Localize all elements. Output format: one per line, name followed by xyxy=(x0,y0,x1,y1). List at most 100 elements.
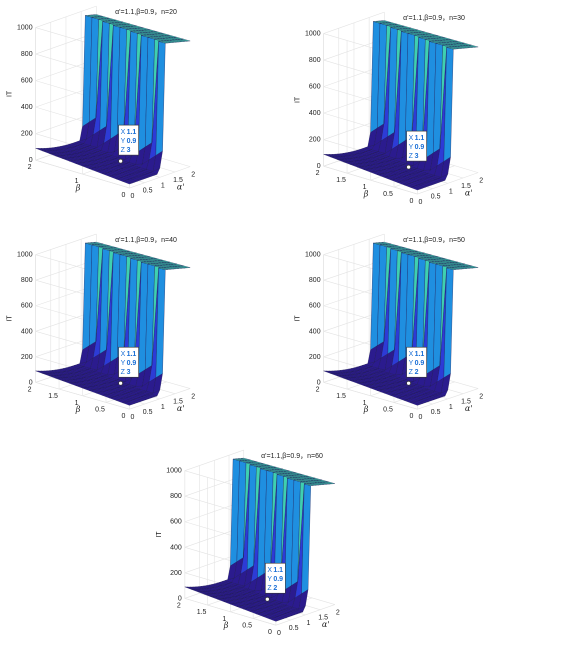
y-tick-label: 0 xyxy=(409,413,413,420)
data-tip-key: Z xyxy=(267,585,272,592)
data-tip-value: 1.1 xyxy=(127,351,137,358)
z-tick-label: 400 xyxy=(21,104,33,111)
y-tick-label: 2 xyxy=(177,602,181,609)
z-tick-label: 800 xyxy=(21,51,33,58)
x-tick-label: 0 xyxy=(277,630,281,637)
x-tick-label: 0.5 xyxy=(431,409,441,416)
z-axis-label: IT xyxy=(156,531,163,538)
chart-title: α'=1.1,β=0.9，n=20 xyxy=(115,9,177,16)
data-tip-value: 1.1 xyxy=(415,135,425,142)
x-tick-label: 2 xyxy=(191,394,195,401)
data-tip: X 1.1Y 0.9Z 3 xyxy=(118,346,139,386)
z-tick-label: 0 xyxy=(317,379,321,386)
z-tick-label: 200 xyxy=(21,131,33,138)
data-tip-key: Z xyxy=(409,369,414,376)
data-tip-key: Y xyxy=(409,360,414,367)
data-tip-key: X xyxy=(409,135,414,142)
y-tick-label: 0.5 xyxy=(95,406,105,413)
x-axis-label: α' xyxy=(177,183,185,192)
y-tick-label: 1 xyxy=(222,616,226,623)
z-tick-label: 200 xyxy=(21,354,33,361)
data-tip-key: Z xyxy=(121,147,126,154)
data-tip: X 1.1Y 0.9Z 3 xyxy=(118,124,139,164)
data-tip: X 1.1Y 0.9Z 2 xyxy=(264,562,286,602)
z-tick-label: 800 xyxy=(309,57,321,64)
y-tick-label: 0.5 xyxy=(383,191,393,198)
data-tip-key: Y xyxy=(267,576,272,583)
surface xyxy=(184,457,335,622)
x-axis-label: α' xyxy=(465,404,473,413)
surface-panel: α'=1.1,β=0.9，n=60 0 0.5 1 1.5 2 0 0.5 1 1.5 2 0 200 4… xyxy=(156,448,426,654)
data-tip-value: 0.9 xyxy=(127,138,137,145)
x-tick-label: 2 xyxy=(336,610,340,617)
z-tick-label: 800 xyxy=(309,277,321,284)
x-tick-label: 0.5 xyxy=(143,188,153,195)
y-tick-label: 0 xyxy=(121,413,125,420)
z-tick-label: 800 xyxy=(170,493,182,500)
data-tip-key: Y xyxy=(121,138,126,145)
data-tip-key: X xyxy=(409,351,414,358)
z-tick-label: 400 xyxy=(170,544,182,551)
surface-panel: α'=1.1,β=0.9，n=50 0 0.5 1 1.5 2 0 0.5 1 1.5 2 0 200 4… xyxy=(295,232,572,438)
data-tip-value: 1.1 xyxy=(415,351,425,358)
data-tip-value: 2 xyxy=(415,369,419,376)
x-tick-label: 2 xyxy=(479,394,483,401)
x-tick-label: 1 xyxy=(449,188,453,195)
x-tick-label: 1.5 xyxy=(461,399,471,406)
data-tip-key: X xyxy=(267,567,272,574)
z-tick-label: 200 xyxy=(309,137,321,144)
y-axis-label: β xyxy=(75,184,81,193)
x-tick-label: 1 xyxy=(449,404,453,411)
y-tick-label: 2 xyxy=(28,386,32,393)
y-tick-label: 1.5 xyxy=(197,609,207,616)
data-tip-key: X xyxy=(121,351,126,358)
x-tick-label: 0 xyxy=(418,199,422,206)
y-tick-label: 0 xyxy=(121,192,125,199)
y-tick-label: 1 xyxy=(363,184,367,191)
z-tick-label: 400 xyxy=(21,328,33,335)
y-tick-label: 1.5 xyxy=(336,177,346,184)
y-tick-label: 0.5 xyxy=(383,406,393,413)
z-tick-label: 600 xyxy=(21,303,33,310)
z-tick-label: 1000 xyxy=(17,252,33,259)
surface xyxy=(323,20,479,191)
data-tip: X 1.1Y 0.9Z 2 xyxy=(406,346,427,386)
surface-plot: α'=1.1,β=0.9，n=6000.511.5200.511.5202004… xyxy=(156,449,340,637)
z-tick-label: 600 xyxy=(309,84,321,91)
z-tick-label: 800 xyxy=(21,277,33,284)
y-axis-label: β xyxy=(363,405,369,414)
surface-plot: α'=1.1,β=0.9，n=3000.511.5200.511.5202004… xyxy=(295,11,483,206)
x-tick-label: 0 xyxy=(418,414,422,421)
z-axis-label: IT xyxy=(7,90,14,97)
surface xyxy=(35,241,191,406)
z-tick-label: 1000 xyxy=(166,468,182,475)
data-tip-value: 1.1 xyxy=(127,129,137,136)
y-tick-label: 2 xyxy=(28,164,32,171)
surface-plot: α'=1.1,β=0.9，n=2000.511.5201202004006008… xyxy=(7,5,195,200)
x-tick-label: 1.5 xyxy=(173,399,183,406)
data-tip-value: 3 xyxy=(127,147,131,154)
surface-plot: α'=1.1,β=0.9，n=4000.511.5200.511.5202004… xyxy=(7,233,195,421)
x-tick-label: 1 xyxy=(161,182,165,189)
chart-title: α'=1.1,β=0.9，n=40 xyxy=(115,237,177,244)
z-tick-label: 0 xyxy=(29,157,33,164)
x-tick-label: 1.5 xyxy=(173,177,183,184)
x-tick-label: 1 xyxy=(161,404,165,411)
y-axis-label: β xyxy=(363,190,369,199)
data-tip-value: 0.9 xyxy=(273,576,283,583)
data-tip-value: 3 xyxy=(127,369,131,376)
x-tick-label: 0 xyxy=(130,193,134,200)
y-tick-label: 1.5 xyxy=(336,393,346,400)
x-tick-label: 2 xyxy=(191,172,195,179)
x-tick-label: 0.5 xyxy=(289,625,299,632)
data-tip-value: 0.9 xyxy=(127,360,137,367)
data-tip-key: Y xyxy=(121,360,126,367)
z-axis-label: IT xyxy=(295,96,302,103)
data-tip-key: Z xyxy=(409,153,414,160)
x-tick-label: 0.5 xyxy=(431,194,441,201)
z-tick-label: 600 xyxy=(309,303,321,310)
y-tick-label: 0.5 xyxy=(242,622,252,629)
z-tick-label: 200 xyxy=(309,354,321,361)
chart-title: α'=1.1,β=0.9，n=30 xyxy=(403,15,465,22)
x-axis-label: α' xyxy=(177,404,185,413)
